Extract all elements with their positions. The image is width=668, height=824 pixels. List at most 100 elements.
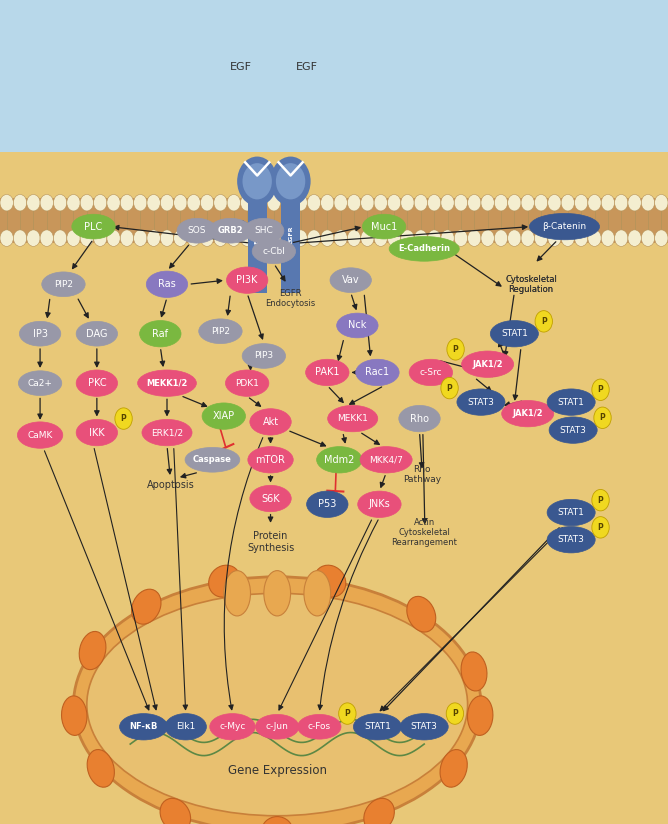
Circle shape bbox=[481, 194, 494, 211]
Text: P53: P53 bbox=[318, 499, 337, 509]
Circle shape bbox=[601, 230, 615, 246]
Circle shape bbox=[481, 230, 494, 246]
Text: XIAP: XIAP bbox=[212, 411, 235, 421]
Ellipse shape bbox=[146, 271, 188, 297]
Circle shape bbox=[187, 230, 200, 246]
Circle shape bbox=[374, 194, 387, 211]
Text: Caspase: Caspase bbox=[193, 456, 232, 464]
Circle shape bbox=[294, 194, 307, 211]
Text: MEKK1: MEKK1 bbox=[337, 414, 368, 423]
Ellipse shape bbox=[210, 714, 255, 740]
Ellipse shape bbox=[76, 321, 118, 346]
Ellipse shape bbox=[337, 313, 378, 338]
Text: DAG: DAG bbox=[86, 329, 108, 339]
Circle shape bbox=[468, 230, 481, 246]
Text: P: P bbox=[598, 523, 603, 531]
Ellipse shape bbox=[250, 485, 291, 512]
Ellipse shape bbox=[468, 696, 493, 735]
Circle shape bbox=[521, 230, 534, 246]
Circle shape bbox=[107, 230, 120, 246]
Circle shape bbox=[271, 157, 311, 206]
Text: SOS: SOS bbox=[188, 227, 206, 235]
Circle shape bbox=[494, 230, 508, 246]
Ellipse shape bbox=[457, 389, 505, 415]
Ellipse shape bbox=[41, 272, 86, 297]
Text: PIP3: PIP3 bbox=[255, 352, 273, 360]
Circle shape bbox=[27, 230, 40, 246]
Ellipse shape bbox=[224, 571, 250, 616]
Circle shape bbox=[240, 230, 254, 246]
Text: ERK1/2: ERK1/2 bbox=[151, 428, 183, 437]
Circle shape bbox=[27, 194, 40, 211]
Circle shape bbox=[361, 230, 374, 246]
Ellipse shape bbox=[549, 417, 597, 443]
Circle shape bbox=[401, 194, 414, 211]
Text: Protein
Synthesis: Protein Synthesis bbox=[247, 531, 294, 553]
Circle shape bbox=[401, 230, 414, 246]
Ellipse shape bbox=[407, 597, 436, 632]
Bar bbox=[281, 173, 300, 293]
Circle shape bbox=[227, 194, 240, 211]
Ellipse shape bbox=[305, 359, 349, 386]
Circle shape bbox=[361, 194, 374, 211]
Circle shape bbox=[321, 230, 334, 246]
Circle shape bbox=[548, 194, 561, 211]
Ellipse shape bbox=[165, 714, 206, 740]
Ellipse shape bbox=[304, 571, 331, 616]
Text: β-Catenin: β-Catenin bbox=[542, 222, 587, 231]
Circle shape bbox=[240, 194, 254, 211]
Circle shape bbox=[200, 194, 214, 211]
Text: S6K: S6K bbox=[261, 494, 280, 503]
Text: Cytoskeletal
Regulation: Cytoskeletal Regulation bbox=[505, 274, 557, 294]
Circle shape bbox=[160, 230, 174, 246]
Text: c-Cbl: c-Cbl bbox=[263, 247, 285, 255]
Circle shape bbox=[655, 230, 668, 246]
Text: Vav: Vav bbox=[342, 275, 359, 285]
Ellipse shape bbox=[327, 405, 378, 432]
Circle shape bbox=[134, 230, 147, 246]
Ellipse shape bbox=[362, 214, 405, 239]
Ellipse shape bbox=[261, 817, 293, 824]
Circle shape bbox=[628, 194, 641, 211]
Circle shape bbox=[387, 194, 401, 211]
Circle shape bbox=[347, 194, 361, 211]
Ellipse shape bbox=[360, 447, 412, 473]
Circle shape bbox=[254, 194, 267, 211]
Text: Raf: Raf bbox=[152, 329, 168, 339]
Circle shape bbox=[628, 230, 641, 246]
Circle shape bbox=[80, 230, 94, 246]
Ellipse shape bbox=[132, 589, 161, 624]
Circle shape bbox=[655, 194, 668, 211]
Text: P: P bbox=[598, 496, 603, 504]
Text: NF-κB: NF-κB bbox=[130, 723, 158, 731]
Text: PLC: PLC bbox=[84, 222, 103, 232]
Ellipse shape bbox=[461, 652, 487, 691]
Circle shape bbox=[174, 194, 187, 211]
Text: GRB2: GRB2 bbox=[218, 227, 243, 235]
Text: P: P bbox=[541, 317, 546, 325]
Text: JAK1/2: JAK1/2 bbox=[472, 360, 503, 368]
Circle shape bbox=[641, 230, 655, 246]
Text: PIP2: PIP2 bbox=[211, 327, 230, 335]
Circle shape bbox=[521, 194, 534, 211]
Ellipse shape bbox=[355, 359, 399, 386]
Text: JNKs: JNKs bbox=[369, 499, 390, 509]
Circle shape bbox=[468, 194, 481, 211]
Ellipse shape bbox=[120, 714, 168, 740]
Text: Apoptosis: Apoptosis bbox=[146, 480, 194, 489]
Text: Mdm2: Mdm2 bbox=[324, 455, 355, 465]
Ellipse shape bbox=[72, 214, 115, 239]
Circle shape bbox=[574, 230, 588, 246]
Text: c-Jun: c-Jun bbox=[266, 723, 289, 731]
Text: EGF: EGF bbox=[297, 62, 318, 72]
Circle shape bbox=[80, 194, 94, 211]
Circle shape bbox=[267, 230, 281, 246]
Text: PAK1: PAK1 bbox=[315, 368, 339, 377]
Text: Gene Expression: Gene Expression bbox=[228, 764, 327, 777]
Ellipse shape bbox=[400, 714, 448, 740]
Ellipse shape bbox=[138, 370, 196, 396]
Ellipse shape bbox=[140, 321, 181, 347]
Circle shape bbox=[227, 230, 240, 246]
Circle shape bbox=[548, 230, 561, 246]
Circle shape bbox=[447, 339, 464, 360]
